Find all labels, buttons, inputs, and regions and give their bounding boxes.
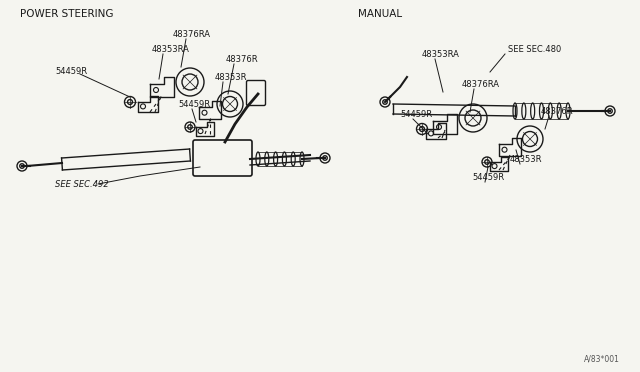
Text: 48376R: 48376R [226,55,259,64]
Text: SEE SEC.492: SEE SEC.492 [55,180,109,189]
Text: 48353R: 48353R [510,155,543,164]
Text: 48353RA: 48353RA [152,45,190,54]
Text: MANUAL: MANUAL [358,9,402,19]
FancyBboxPatch shape [246,80,266,106]
Text: SEE SEC.480: SEE SEC.480 [508,45,561,54]
Text: 48353R: 48353R [215,73,248,82]
Text: 54459R: 54459R [178,100,210,109]
Text: POWER STEERING: POWER STEERING [20,9,113,19]
Text: 48353RA: 48353RA [422,50,460,59]
Text: 48376RA: 48376RA [462,80,500,89]
FancyBboxPatch shape [193,140,252,176]
Text: A/83*001: A/83*001 [584,355,620,364]
Text: 48376R: 48376R [541,107,573,116]
Text: 48376RA: 48376RA [173,30,211,39]
Text: 54459R: 54459R [55,67,87,76]
Text: 54459R: 54459R [472,173,504,182]
Text: 54459R: 54459R [400,110,432,119]
